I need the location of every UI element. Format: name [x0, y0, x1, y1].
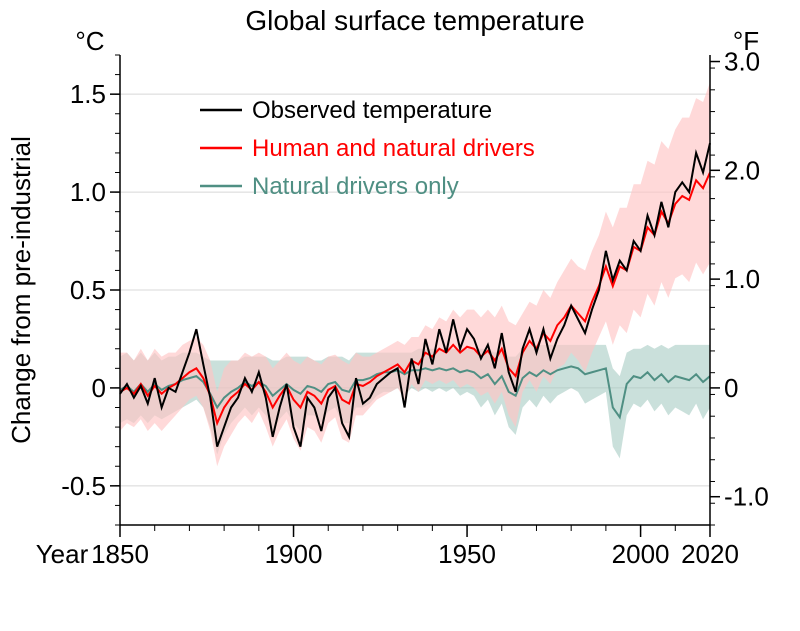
y-right-tick-label: 1.0	[724, 264, 760, 294]
y-left-tick-label: 1.0	[70, 177, 106, 207]
y-right-tick-label: 2.0	[724, 155, 760, 185]
legend-label: Human and natural drivers	[252, 135, 535, 162]
x-tick-label: 1900	[265, 539, 323, 569]
x-tick-label: 1850	[91, 539, 149, 569]
y-right-tick-label: 0	[724, 373, 738, 403]
legend-label: Observed temperature	[252, 97, 492, 124]
y-left-tick-label: 0	[92, 373, 106, 403]
x-axis-label: Year	[36, 539, 89, 569]
x-tick-label: 2020	[681, 539, 739, 569]
chart-title: Global surface temperature	[245, 5, 584, 36]
y-right-tick-label: -1.0	[724, 482, 769, 512]
x-tick-label: 1950	[438, 539, 496, 569]
y-left-label: Change from pre-industrial	[6, 136, 36, 444]
y-left-tick-label: 1.5	[70, 79, 106, 109]
y-left-unit: °C	[75, 26, 104, 56]
temperature-chart: 1850 1900 1950 2000 2020 Year -0.5 0 0.5 1.0 1.5 °C…	[0, 0, 800, 631]
x-tick-label: 2000	[612, 539, 670, 569]
y-right-unit: °F	[733, 26, 759, 56]
legend-label: Natural drivers only	[252, 173, 459, 200]
chart-svg: 1850 1900 1950 2000 2020 Year -0.5 0 0.5 1.0 1.5 °C…	[0, 0, 800, 631]
y-left-tick-label: -0.5	[61, 471, 106, 501]
y-left-tick-label: 0.5	[70, 275, 106, 305]
